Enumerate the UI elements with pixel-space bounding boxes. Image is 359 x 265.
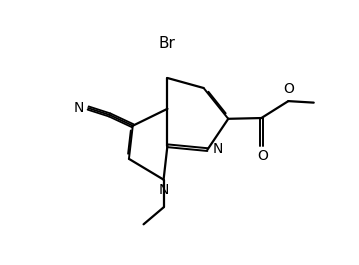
Text: Br: Br — [159, 36, 176, 51]
Text: O: O — [257, 149, 268, 163]
Text: O: O — [283, 82, 294, 96]
Text: N: N — [73, 101, 84, 115]
Text: N: N — [213, 142, 223, 156]
Text: N: N — [159, 183, 169, 197]
